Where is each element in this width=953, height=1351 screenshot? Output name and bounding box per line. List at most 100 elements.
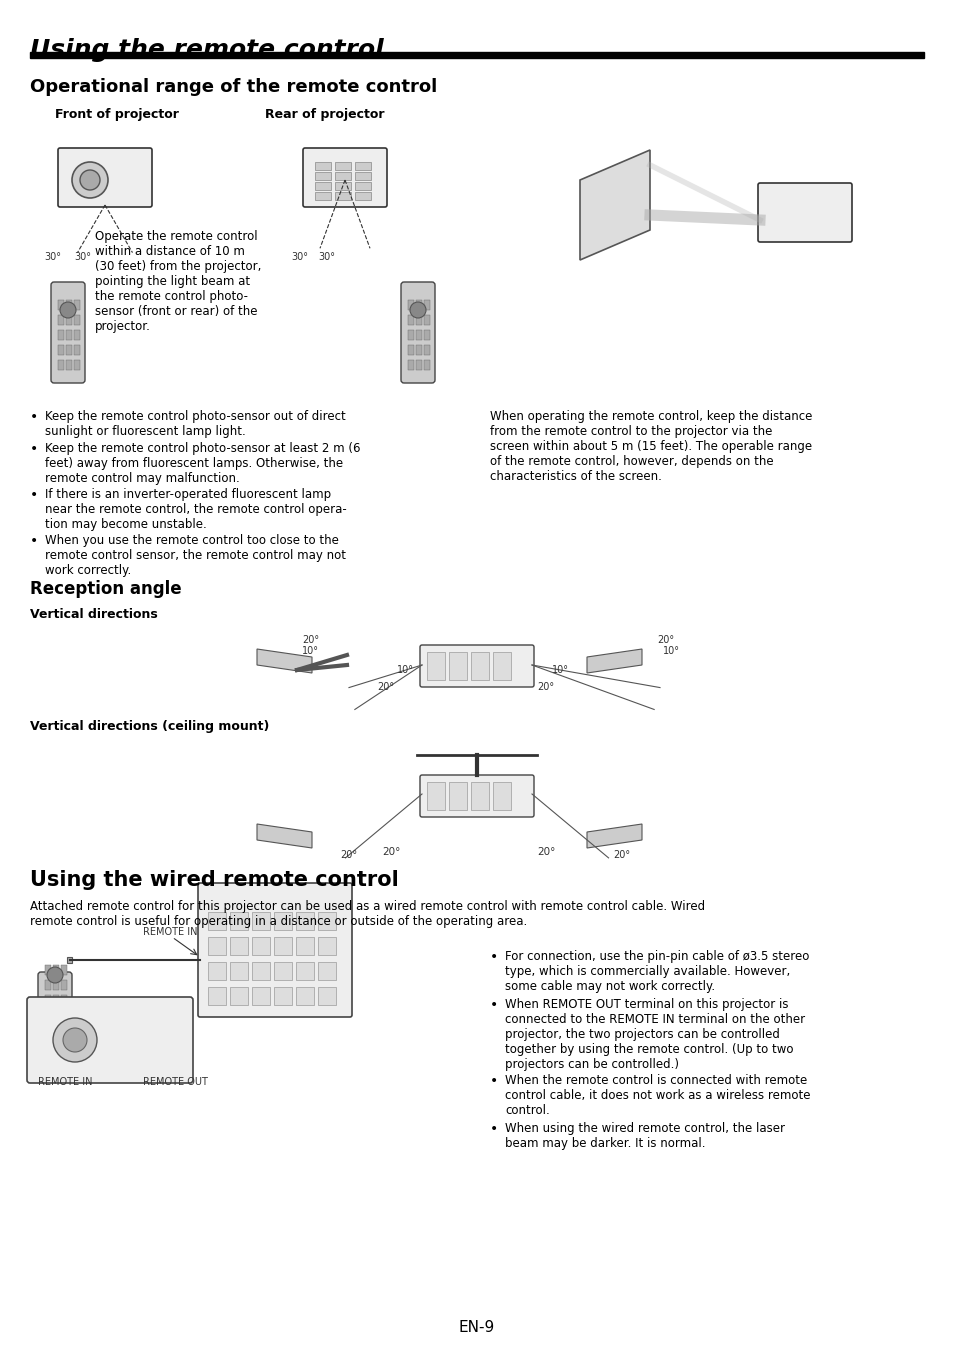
Bar [252,938,270,955]
Text: Operational range of the remote control: Operational range of the remote control [30,78,436,96]
Text: REMOTE OUT: REMOTE OUT [142,1077,207,1088]
FancyBboxPatch shape [419,775,534,817]
Text: 30°: 30° [45,253,61,262]
Text: If there is an inverter-operated fluorescent lamp
near the remote control, the r: If there is an inverter-operated fluores… [45,488,346,531]
Bar [30,51,923,58]
Bar [317,938,335,955]
Bar [274,912,292,929]
Bar [45,994,51,1005]
Bar [408,315,414,326]
Bar [74,345,80,355]
Bar [274,988,292,1005]
Bar [208,938,226,955]
Bar [314,182,331,190]
Bar [230,988,248,1005]
Text: 30°: 30° [74,253,91,262]
Text: For connection, use the pin-pin cable of ø3.5 stereo
type, which is commercially: For connection, use the pin-pin cable of… [504,950,808,993]
Polygon shape [256,648,312,673]
Bar [45,1025,51,1035]
Bar [317,912,335,929]
Bar [295,962,314,979]
Text: Attached remote control for this projector can be used as a wired remote control: Attached remote control for this project… [30,900,704,928]
Bar [61,1025,67,1035]
Text: 30°: 30° [318,253,335,262]
Bar [58,300,64,309]
Circle shape [47,967,63,984]
Bar [252,912,270,929]
Bar [408,300,414,309]
Circle shape [53,1019,97,1062]
Bar [471,653,489,680]
Bar [317,988,335,1005]
Bar [355,162,371,170]
Text: When the remote control is connected with remote
control cable, it does not work: When the remote control is connected wit… [504,1074,810,1117]
Bar [335,192,351,200]
Text: Using the wired remote control: Using the wired remote control [30,870,398,890]
Bar [423,300,430,309]
Text: When operating the remote control, keep the distance
from the remote control to : When operating the remote control, keep … [490,409,812,484]
Bar [66,315,71,326]
Text: 20°: 20° [613,850,630,859]
Bar [66,300,71,309]
Text: 10°: 10° [552,665,568,676]
Bar [61,994,67,1005]
FancyBboxPatch shape [27,997,193,1084]
Text: 20°: 20° [376,682,394,692]
Bar [314,162,331,170]
Bar [45,965,51,975]
Text: •: • [30,442,38,457]
Bar [416,330,421,340]
Text: 20°: 20° [302,635,319,644]
Bar [449,653,467,680]
Bar [58,345,64,355]
FancyBboxPatch shape [758,182,851,242]
Bar [67,957,71,963]
Bar [208,912,226,929]
Bar [335,182,351,190]
Bar [58,315,64,326]
Polygon shape [586,824,641,848]
Bar [317,962,335,979]
Text: Vertical directions: Vertical directions [30,608,157,621]
Text: Reception angle: Reception angle [30,580,181,598]
Bar [252,988,270,1005]
Text: Vertical directions (ceiling mount): Vertical directions (ceiling mount) [30,720,269,734]
Bar [416,300,421,309]
Bar [335,162,351,170]
Text: Using the remote control: Using the remote control [30,38,383,62]
Text: REMOTE IN: REMOTE IN [38,1077,92,1088]
Text: 20°: 20° [657,635,674,644]
Bar [449,782,467,811]
Bar [66,345,71,355]
FancyBboxPatch shape [198,884,352,1017]
Bar [295,988,314,1005]
Bar [355,192,371,200]
Bar [230,962,248,979]
Text: When you use the remote control too close to the
remote control sensor, the remo: When you use the remote control too clos… [45,534,346,577]
Text: REMOTE IN: REMOTE IN [143,927,197,938]
Text: 10°: 10° [302,646,318,655]
Text: Keep the remote control photo-sensor at least 2 m (6
feet) away from fluorescent: Keep the remote control photo-sensor at … [45,442,360,485]
Bar [355,182,371,190]
Text: EN-9: EN-9 [458,1320,495,1335]
Bar [58,330,64,340]
Bar [423,359,430,370]
Bar [423,345,430,355]
Bar [45,979,51,990]
FancyBboxPatch shape [58,149,152,207]
Bar [314,192,331,200]
Bar [61,1011,67,1020]
Bar [423,330,430,340]
Bar [493,782,511,811]
Bar [53,994,59,1005]
Bar [61,979,67,990]
Bar [416,315,421,326]
Bar [408,359,414,370]
Text: 10°: 10° [662,646,679,655]
Text: •: • [490,1074,497,1088]
Bar [74,300,80,309]
Text: •: • [490,950,497,965]
Bar [208,988,226,1005]
Circle shape [71,162,108,199]
Text: 30°: 30° [292,253,308,262]
